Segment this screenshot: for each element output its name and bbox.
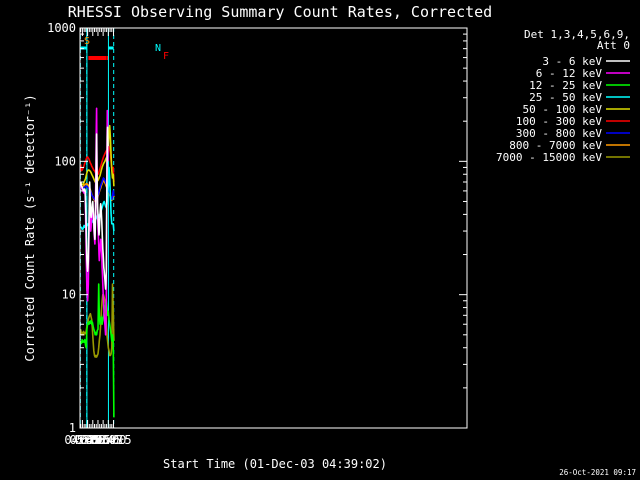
y-axis: 1 10 100 1000 xyxy=(47,21,467,435)
series-line-12-25-kev xyxy=(80,283,115,418)
legend-label-300-800-kev: 300 - 800 keV xyxy=(516,127,602,140)
legend-label-800-7000-kev: 800 - 7000 keV xyxy=(509,139,602,152)
legend-label-7000-15000-kev: 7000 - 15000 keV xyxy=(496,151,602,164)
flag-letter-s: S xyxy=(84,36,90,47)
flag-letter-f: F xyxy=(163,51,169,62)
legend-label-25-50-kev: 25 - 50 keV xyxy=(529,91,602,104)
legend-label-6-12-kev: 6 - 12 keV xyxy=(536,67,603,80)
y-tick-label: 1 xyxy=(69,421,76,435)
x-tick-label: 05:00 xyxy=(70,433,106,447)
x-tick-label: 04:45 xyxy=(64,433,100,447)
footer-timestamp: 26-Oct-2021 09:17 xyxy=(559,468,636,477)
x-tick-label: 05:15 xyxy=(75,433,111,447)
y-tick-label: 10 xyxy=(62,288,76,302)
x-tick-label: 06:00 xyxy=(90,433,126,447)
chart-title: RHESSI Observing Summary Count Rates, Co… xyxy=(68,3,492,21)
flag-letters: S NF xyxy=(84,36,169,62)
x-tick-label: 05:45 xyxy=(85,433,121,447)
x-tick-label: 05:30 xyxy=(80,433,116,447)
legend-label-12-25-kev: 12 - 25 keV xyxy=(529,79,602,92)
legend-header-line: Att 0 xyxy=(597,39,630,52)
y-tick-label: 1000 xyxy=(47,21,76,35)
series-line-3-6-kev xyxy=(80,126,109,290)
legend-header-line: Det 1,3,4,5,6,9, xyxy=(524,28,630,41)
plot-frame xyxy=(79,27,468,429)
x-tick-label: 06:15 xyxy=(95,433,131,447)
y-tick-label: 100 xyxy=(54,154,76,168)
flag-bars xyxy=(80,46,114,60)
flag-letter-n: N xyxy=(155,43,161,54)
legend-label-100-300-kev: 100 - 300 keV xyxy=(516,115,602,128)
series-lines xyxy=(80,107,115,418)
y-axis-label: Corrected Count Rate (s⁻¹ detector⁻¹) xyxy=(23,94,37,361)
x-axis-label: Start Time (01-Dec-03 04:39:02) xyxy=(163,457,387,471)
legend-label-50-100-kev: 50 - 100 keV xyxy=(523,103,603,116)
legend-label-3-6-kev: 3 - 6 keV xyxy=(542,55,602,68)
